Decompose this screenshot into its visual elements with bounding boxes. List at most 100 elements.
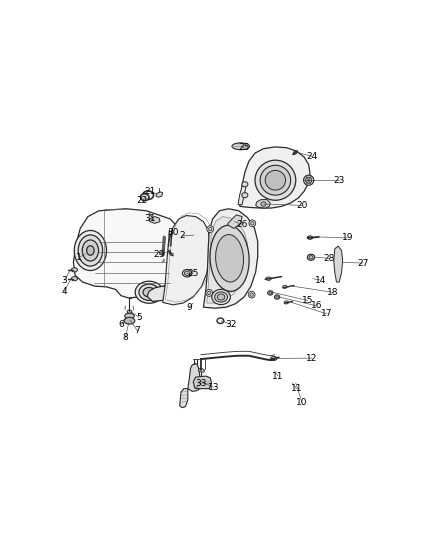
Ellipse shape	[207, 225, 214, 232]
Text: 19: 19	[342, 233, 353, 243]
Ellipse shape	[248, 291, 255, 298]
Ellipse shape	[210, 225, 249, 292]
Text: 15: 15	[302, 296, 314, 305]
Text: 1: 1	[76, 253, 82, 262]
Text: 8: 8	[123, 333, 128, 342]
Ellipse shape	[268, 290, 273, 295]
Polygon shape	[149, 216, 160, 223]
Ellipse shape	[276, 296, 279, 298]
Text: 30: 30	[167, 228, 179, 237]
Polygon shape	[334, 246, 343, 282]
Text: 11: 11	[272, 372, 284, 381]
Ellipse shape	[127, 310, 132, 313]
Ellipse shape	[124, 317, 135, 324]
Text: 29: 29	[154, 251, 165, 260]
Polygon shape	[74, 209, 182, 298]
Ellipse shape	[284, 301, 289, 304]
Ellipse shape	[242, 192, 248, 198]
Ellipse shape	[215, 235, 244, 282]
Ellipse shape	[87, 246, 94, 255]
Text: 5: 5	[136, 313, 142, 322]
Text: 17: 17	[321, 310, 333, 319]
Text: 12: 12	[306, 353, 318, 362]
Ellipse shape	[250, 293, 253, 296]
Polygon shape	[147, 286, 173, 302]
Ellipse shape	[304, 175, 314, 185]
Ellipse shape	[265, 171, 286, 190]
Polygon shape	[228, 215, 242, 229]
Text: 33: 33	[196, 379, 207, 389]
Polygon shape	[240, 147, 310, 208]
Text: 25: 25	[187, 269, 199, 278]
Ellipse shape	[208, 228, 212, 231]
Text: 20: 20	[296, 201, 307, 210]
Ellipse shape	[208, 291, 211, 295]
Ellipse shape	[182, 270, 192, 277]
Text: 3: 3	[61, 276, 67, 285]
Ellipse shape	[184, 271, 190, 276]
Ellipse shape	[261, 202, 266, 206]
Ellipse shape	[198, 368, 205, 372]
Text: 6: 6	[118, 320, 124, 329]
Text: 23: 23	[333, 176, 345, 185]
Text: 21: 21	[145, 187, 156, 196]
Text: 4: 4	[61, 287, 67, 296]
Text: 9: 9	[186, 303, 192, 312]
Polygon shape	[256, 199, 270, 208]
Ellipse shape	[217, 294, 225, 300]
Ellipse shape	[306, 177, 312, 183]
Ellipse shape	[206, 289, 212, 296]
Ellipse shape	[232, 143, 250, 150]
Ellipse shape	[71, 268, 78, 272]
Text: 25: 25	[238, 143, 250, 152]
Ellipse shape	[307, 236, 313, 239]
Ellipse shape	[293, 151, 297, 154]
Ellipse shape	[82, 240, 99, 261]
Text: 32: 32	[225, 320, 236, 329]
Ellipse shape	[242, 182, 248, 187]
Text: 2: 2	[179, 231, 185, 240]
Ellipse shape	[266, 277, 271, 280]
Ellipse shape	[141, 194, 148, 200]
Text: 22: 22	[137, 196, 148, 205]
Polygon shape	[188, 364, 200, 391]
Text: 26: 26	[237, 220, 248, 229]
Ellipse shape	[307, 254, 315, 260]
Ellipse shape	[215, 292, 227, 302]
Text: 13: 13	[208, 383, 219, 392]
Polygon shape	[162, 215, 210, 305]
Text: 16: 16	[311, 301, 322, 310]
Text: 28: 28	[323, 254, 335, 263]
Ellipse shape	[125, 313, 134, 319]
Text: 31: 31	[145, 214, 156, 223]
Ellipse shape	[78, 235, 102, 266]
Ellipse shape	[71, 277, 78, 281]
Ellipse shape	[249, 220, 256, 227]
Text: 7: 7	[135, 326, 141, 335]
Polygon shape	[238, 183, 247, 205]
Polygon shape	[156, 192, 162, 197]
Ellipse shape	[260, 165, 291, 195]
Text: 10: 10	[296, 398, 307, 407]
Ellipse shape	[135, 281, 163, 303]
Text: 14: 14	[314, 276, 326, 285]
Ellipse shape	[271, 357, 277, 360]
Ellipse shape	[74, 230, 106, 271]
Ellipse shape	[212, 289, 230, 305]
Polygon shape	[180, 389, 188, 408]
Ellipse shape	[143, 287, 155, 297]
Ellipse shape	[283, 285, 287, 288]
Text: 24: 24	[307, 152, 318, 161]
Text: 27: 27	[357, 259, 369, 268]
Ellipse shape	[139, 284, 159, 301]
Ellipse shape	[309, 256, 313, 259]
Ellipse shape	[255, 160, 296, 200]
Polygon shape	[203, 209, 258, 308]
Ellipse shape	[251, 222, 254, 225]
Ellipse shape	[274, 295, 280, 299]
Text: 11: 11	[291, 384, 302, 393]
Polygon shape	[207, 216, 247, 303]
Polygon shape	[193, 376, 212, 389]
Text: 18: 18	[327, 288, 338, 297]
Ellipse shape	[269, 292, 272, 294]
